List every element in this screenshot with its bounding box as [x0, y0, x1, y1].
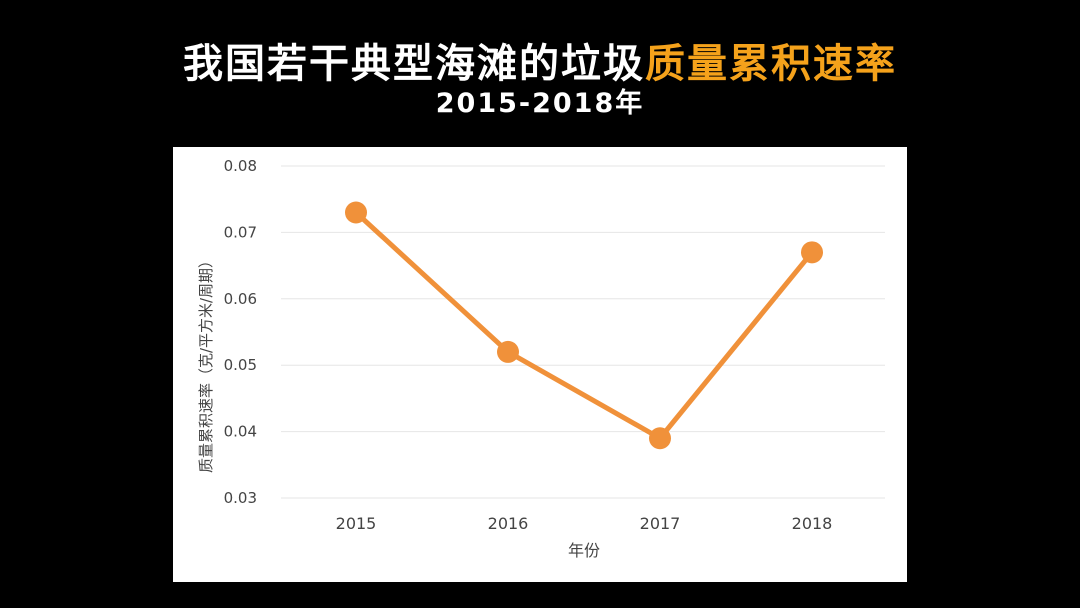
line-chart: 0.030.040.050.060.070.08 2015 2016 2017 201… [197, 157, 885, 560]
gridlines [281, 165, 885, 499]
y-tick-label: 0.06 [224, 290, 257, 308]
x-axis-label: 年份 [568, 541, 600, 560]
y-tick-label: 0.04 [224, 423, 257, 441]
data-point [497, 340, 519, 363]
chart-panel: 0.03 0.04 0.05 0.06 0.07 0.08 2015 2016 2017 201… [173, 147, 907, 582]
y-tick-label: 0.07 [224, 223, 257, 241]
y-axis-ticks: 0.03 0.04 0.05 0.06 0.07 0.08 [224, 157, 257, 507]
page-title: 我国若干典型海滩的垃圾质量累积速率 [0, 38, 1080, 90]
y-tick-label: 0.08 [224, 157, 257, 175]
y-tick-label: 0.03 [224, 489, 257, 507]
y-tick-label: 0.05 [224, 356, 257, 374]
x-tick-label: 2015 [336, 514, 377, 533]
title-highlight-text: 质量累积速率 [645, 41, 897, 87]
x-tick-label: 2017 [640, 514, 681, 533]
page-subtitle: 2015-2018年 [435, 88, 645, 119]
x-tick-label: 2016 [488, 514, 529, 533]
data-point [801, 241, 823, 264]
data-point [345, 201, 367, 224]
series-group [345, 201, 823, 450]
y-axis-label: 质量累积速率（克/平方米/周期） [197, 253, 215, 473]
data-point [649, 427, 671, 450]
x-axis-ticks: 2015 2016 2017 2018 [336, 514, 833, 533]
title-text: 我国若干典型海滩的垃圾 [183, 41, 645, 87]
x-tick-label: 2018 [792, 514, 833, 533]
series-line [354, 210, 814, 441]
